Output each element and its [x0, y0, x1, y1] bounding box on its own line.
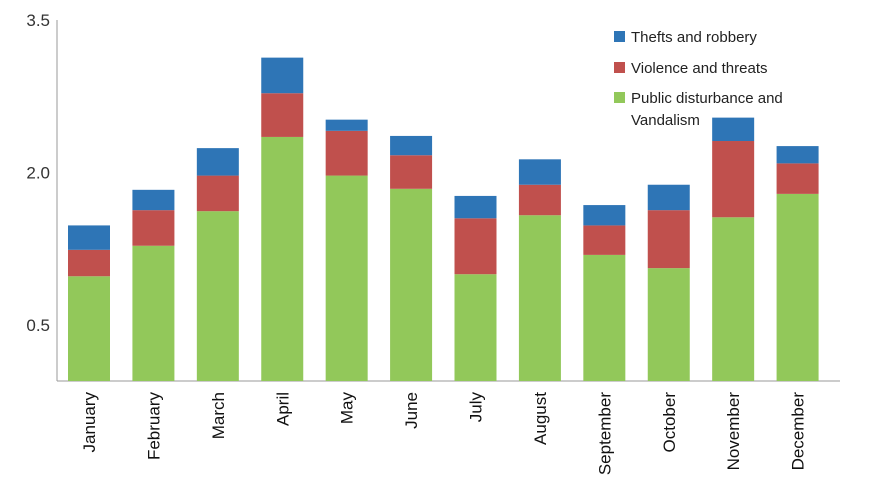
bar-march-series-0 [196, 211, 239, 381]
bar-august-series-1 [518, 184, 561, 216]
x-tick-label-february: February [144, 392, 163, 461]
y-tick-label: 3.5 [26, 11, 50, 30]
bar-october-series-2 [647, 184, 690, 211]
x-tick-label-august: August [531, 392, 550, 445]
x-tick-labels: January February March April May June July Augu… [80, 392, 808, 476]
x-tick-label-july: July [467, 392, 486, 423]
y-tick-label: 0.5 [26, 316, 50, 335]
bar-april-series-0 [261, 136, 304, 381]
bar-july-series-2 [454, 195, 497, 219]
bar-may-series-1 [325, 130, 368, 176]
y-tick-label: 2.0 [26, 164, 50, 183]
bar-september-series-0 [583, 254, 626, 381]
bar-march-series-2 [196, 148, 239, 176]
y-tick-labels: 0.5 2.0 3.5 [26, 11, 50, 335]
bar-june-series-2 [390, 135, 433, 156]
bar-october-series-0 [647, 268, 690, 381]
bar-august-series-0 [518, 215, 561, 381]
bar-december-series-1 [776, 163, 819, 194]
bar-march-series-1 [196, 175, 239, 212]
x-tick-label-june: June [402, 392, 421, 429]
x-tick-label-april: April [273, 392, 292, 426]
bar-august-series-2 [518, 159, 561, 185]
bars [68, 57, 819, 381]
x-tick-label-december: December [789, 392, 808, 471]
bar-december-series-2 [776, 146, 819, 164]
x-tick-label-september: September [595, 392, 614, 475]
bar-september-series-2 [583, 205, 626, 226]
bar-february-series-0 [132, 245, 175, 381]
bar-october-series-1 [647, 210, 690, 269]
bar-april-series-1 [261, 93, 304, 137]
bar-november-series-1 [712, 141, 755, 218]
bar-january-series-2 [68, 225, 110, 250]
legend-swatch-series-1 [614, 62, 625, 73]
bar-january-series-0 [68, 276, 110, 381]
x-tick-label-january: January [80, 392, 99, 453]
legend-label-series-0: Public disturbance and Vandalism [631, 90, 783, 129]
x-tick-label-march: March [209, 392, 228, 439]
bar-april-series-2 [261, 57, 304, 94]
bar-january-series-1 [68, 249, 110, 277]
bar-may-series-0 [325, 175, 368, 381]
bar-june-series-0 [390, 188, 433, 381]
x-tick-label-november: November [724, 392, 743, 471]
x-tick-label-october: October [660, 392, 679, 453]
bar-june-series-1 [390, 155, 433, 189]
axes [56, 20, 840, 382]
bar-november-series-0 [712, 217, 755, 381]
bar-may-series-2 [325, 119, 368, 131]
bar-december-series-0 [776, 193, 819, 381]
x-tick-label-may: May [338, 392, 357, 425]
bar-july-series-1 [454, 218, 497, 275]
bar-february-series-2 [132, 189, 175, 211]
bar-july-series-0 [454, 274, 497, 381]
legend: Thefts and robbery Violence and threats Pu… [614, 29, 783, 129]
bar-september-series-1 [583, 225, 626, 255]
bar-november-series-2 [712, 117, 755, 142]
legend-swatch-series-2 [614, 31, 625, 42]
legend-label-series-1: Violence and threats [631, 60, 768, 77]
bar-february-series-1 [132, 210, 175, 246]
legend-swatch-series-0 [614, 92, 625, 103]
legend-label-series-2: Thefts and robbery [631, 29, 757, 46]
